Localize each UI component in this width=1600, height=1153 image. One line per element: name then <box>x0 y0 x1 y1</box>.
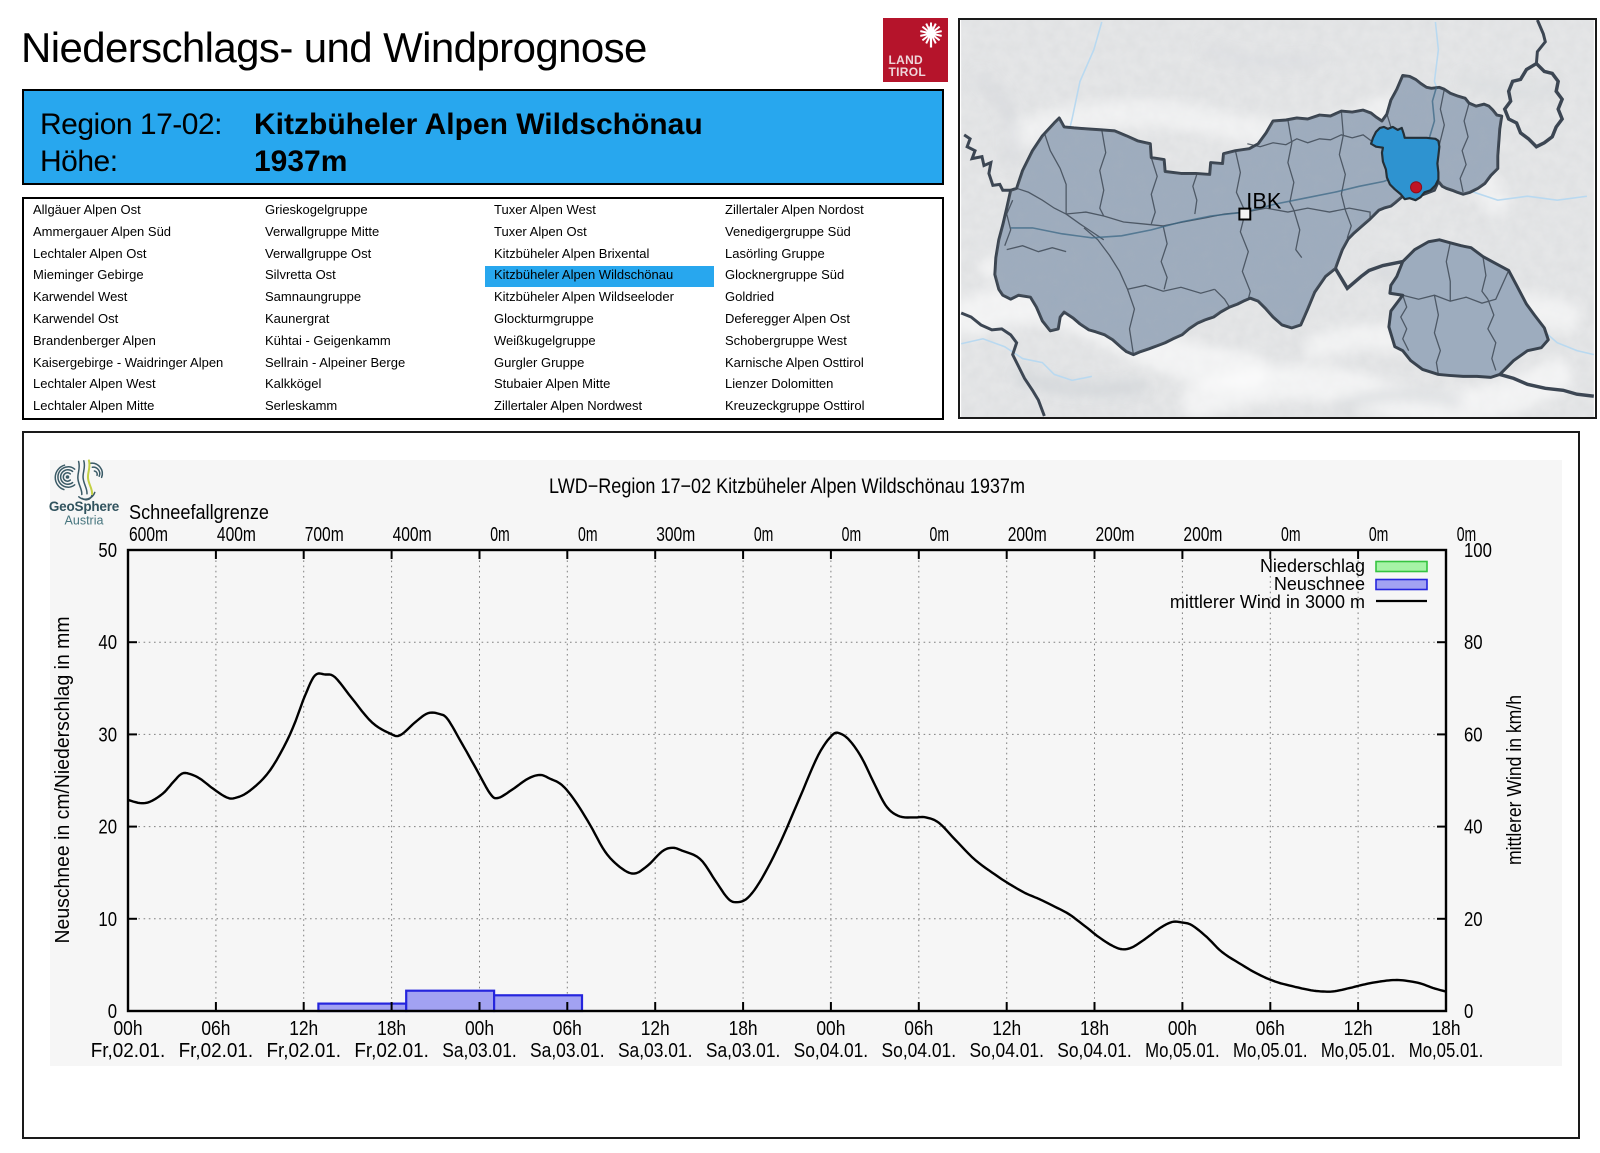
svg-text:0m: 0m <box>930 524 950 546</box>
svg-text:0m: 0m <box>1457 524 1477 546</box>
svg-text:300m: 300m <box>656 524 695 546</box>
svg-text:0m: 0m <box>842 524 862 546</box>
svg-text:12h: 12h <box>1344 1018 1373 1040</box>
svg-text:GeoSphere: GeoSphere <box>49 499 120 514</box>
svg-text:Fr,02.01.: Fr,02.01. <box>91 1040 166 1062</box>
svg-text:400m: 400m <box>217 524 256 546</box>
svg-text:Fr,02.01.: Fr,02.01. <box>179 1040 254 1062</box>
svg-text:30: 30 <box>98 724 117 746</box>
svg-text:600m: 600m <box>129 524 168 546</box>
svg-text:IBK: IBK <box>1246 189 1282 214</box>
svg-text:06h: 06h <box>904 1018 933 1040</box>
svg-text:400m: 400m <box>393 524 432 546</box>
svg-text:06h: 06h <box>553 1018 582 1040</box>
svg-text:Sa,03.01.: Sa,03.01. <box>706 1040 781 1062</box>
svg-text:60: 60 <box>1464 724 1483 746</box>
svg-text:20: 20 <box>98 817 117 839</box>
svg-text:mittlerer Wind in km/h: mittlerer Wind in km/h <box>1504 695 1526 865</box>
svg-text:Sa,03.01.: Sa,03.01. <box>530 1040 605 1062</box>
svg-text:12h: 12h <box>289 1018 318 1040</box>
svg-text:Fr,02.01.: Fr,02.01. <box>354 1040 429 1062</box>
svg-text:18h: 18h <box>1432 1018 1461 1040</box>
svg-text:200m: 200m <box>1183 524 1222 546</box>
svg-text:Neuschnee in cm/Niederschlag i: Neuschnee in cm/Niederschlag in mm <box>52 617 74 944</box>
svg-text:40: 40 <box>1464 817 1483 839</box>
svg-text:Fr,02.01.: Fr,02.01. <box>266 1040 341 1062</box>
svg-text:So,04.01.: So,04.01. <box>794 1040 869 1062</box>
svg-text:LAND: LAND <box>889 53 924 67</box>
svg-text:700m: 700m <box>305 524 344 546</box>
svg-text:40: 40 <box>98 632 117 654</box>
svg-text:00h: 00h <box>465 1018 494 1040</box>
svg-text:Niederschlag: Niederschlag <box>1260 556 1365 576</box>
svg-text:200m: 200m <box>1008 524 1047 546</box>
svg-text:mittlerer Wind in 3000 m: mittlerer Wind in 3000 m <box>1170 592 1365 612</box>
svg-text:06h: 06h <box>1256 1018 1285 1040</box>
svg-text:0m: 0m <box>1369 524 1389 546</box>
svg-text:Sa,03.01.: Sa,03.01. <box>618 1040 693 1062</box>
svg-text:12h: 12h <box>992 1018 1021 1040</box>
svg-text:0m: 0m <box>578 524 598 546</box>
svg-text:TIROL: TIROL <box>889 65 927 79</box>
svg-text:So,04.01.: So,04.01. <box>969 1040 1044 1062</box>
svg-text:0: 0 <box>108 1001 117 1023</box>
svg-text:So,04.01.: So,04.01. <box>1057 1040 1132 1062</box>
svg-text:18h: 18h <box>377 1018 406 1040</box>
svg-text:0m: 0m <box>1281 524 1301 546</box>
svg-text:200m: 200m <box>1096 524 1135 546</box>
svg-text:50: 50 <box>98 540 117 562</box>
svg-text:Neuschnee: Neuschnee <box>1274 574 1365 594</box>
svg-text:Sa,03.01.: Sa,03.01. <box>442 1040 517 1062</box>
svg-text:Austria: Austria <box>65 514 104 528</box>
svg-text:80: 80 <box>1464 632 1483 654</box>
svg-text:12h: 12h <box>641 1018 670 1040</box>
svg-text:20: 20 <box>1464 909 1483 931</box>
svg-text:10: 10 <box>98 909 117 931</box>
svg-text:Mo,05.01.: Mo,05.01. <box>1321 1040 1396 1062</box>
svg-text:LWD−Region 17−02 Kitzbüheler A: LWD−Region 17−02 Kitzbüheler Alpen Wilds… <box>549 475 1025 498</box>
svg-text:Schneefallgrenze: Schneefallgrenze <box>129 502 269 524</box>
svg-text:100: 100 <box>1464 540 1492 562</box>
svg-text:18h: 18h <box>1080 1018 1109 1040</box>
svg-text:Mo,05.01.: Mo,05.01. <box>1145 1040 1220 1062</box>
svg-text:18h: 18h <box>729 1018 758 1040</box>
svg-text:0: 0 <box>1464 1001 1473 1023</box>
svg-text:00h: 00h <box>114 1018 143 1040</box>
svg-text:Mo,05.01.: Mo,05.01. <box>1233 1040 1308 1062</box>
svg-text:00h: 00h <box>1168 1018 1197 1040</box>
svg-text:0m: 0m <box>490 524 510 546</box>
svg-text:06h: 06h <box>201 1018 230 1040</box>
svg-text:0m: 0m <box>754 524 774 546</box>
svg-text:00h: 00h <box>816 1018 845 1040</box>
svg-text:Mo,05.01.: Mo,05.01. <box>1409 1040 1484 1062</box>
svg-text:So,04.01.: So,04.01. <box>882 1040 957 1062</box>
